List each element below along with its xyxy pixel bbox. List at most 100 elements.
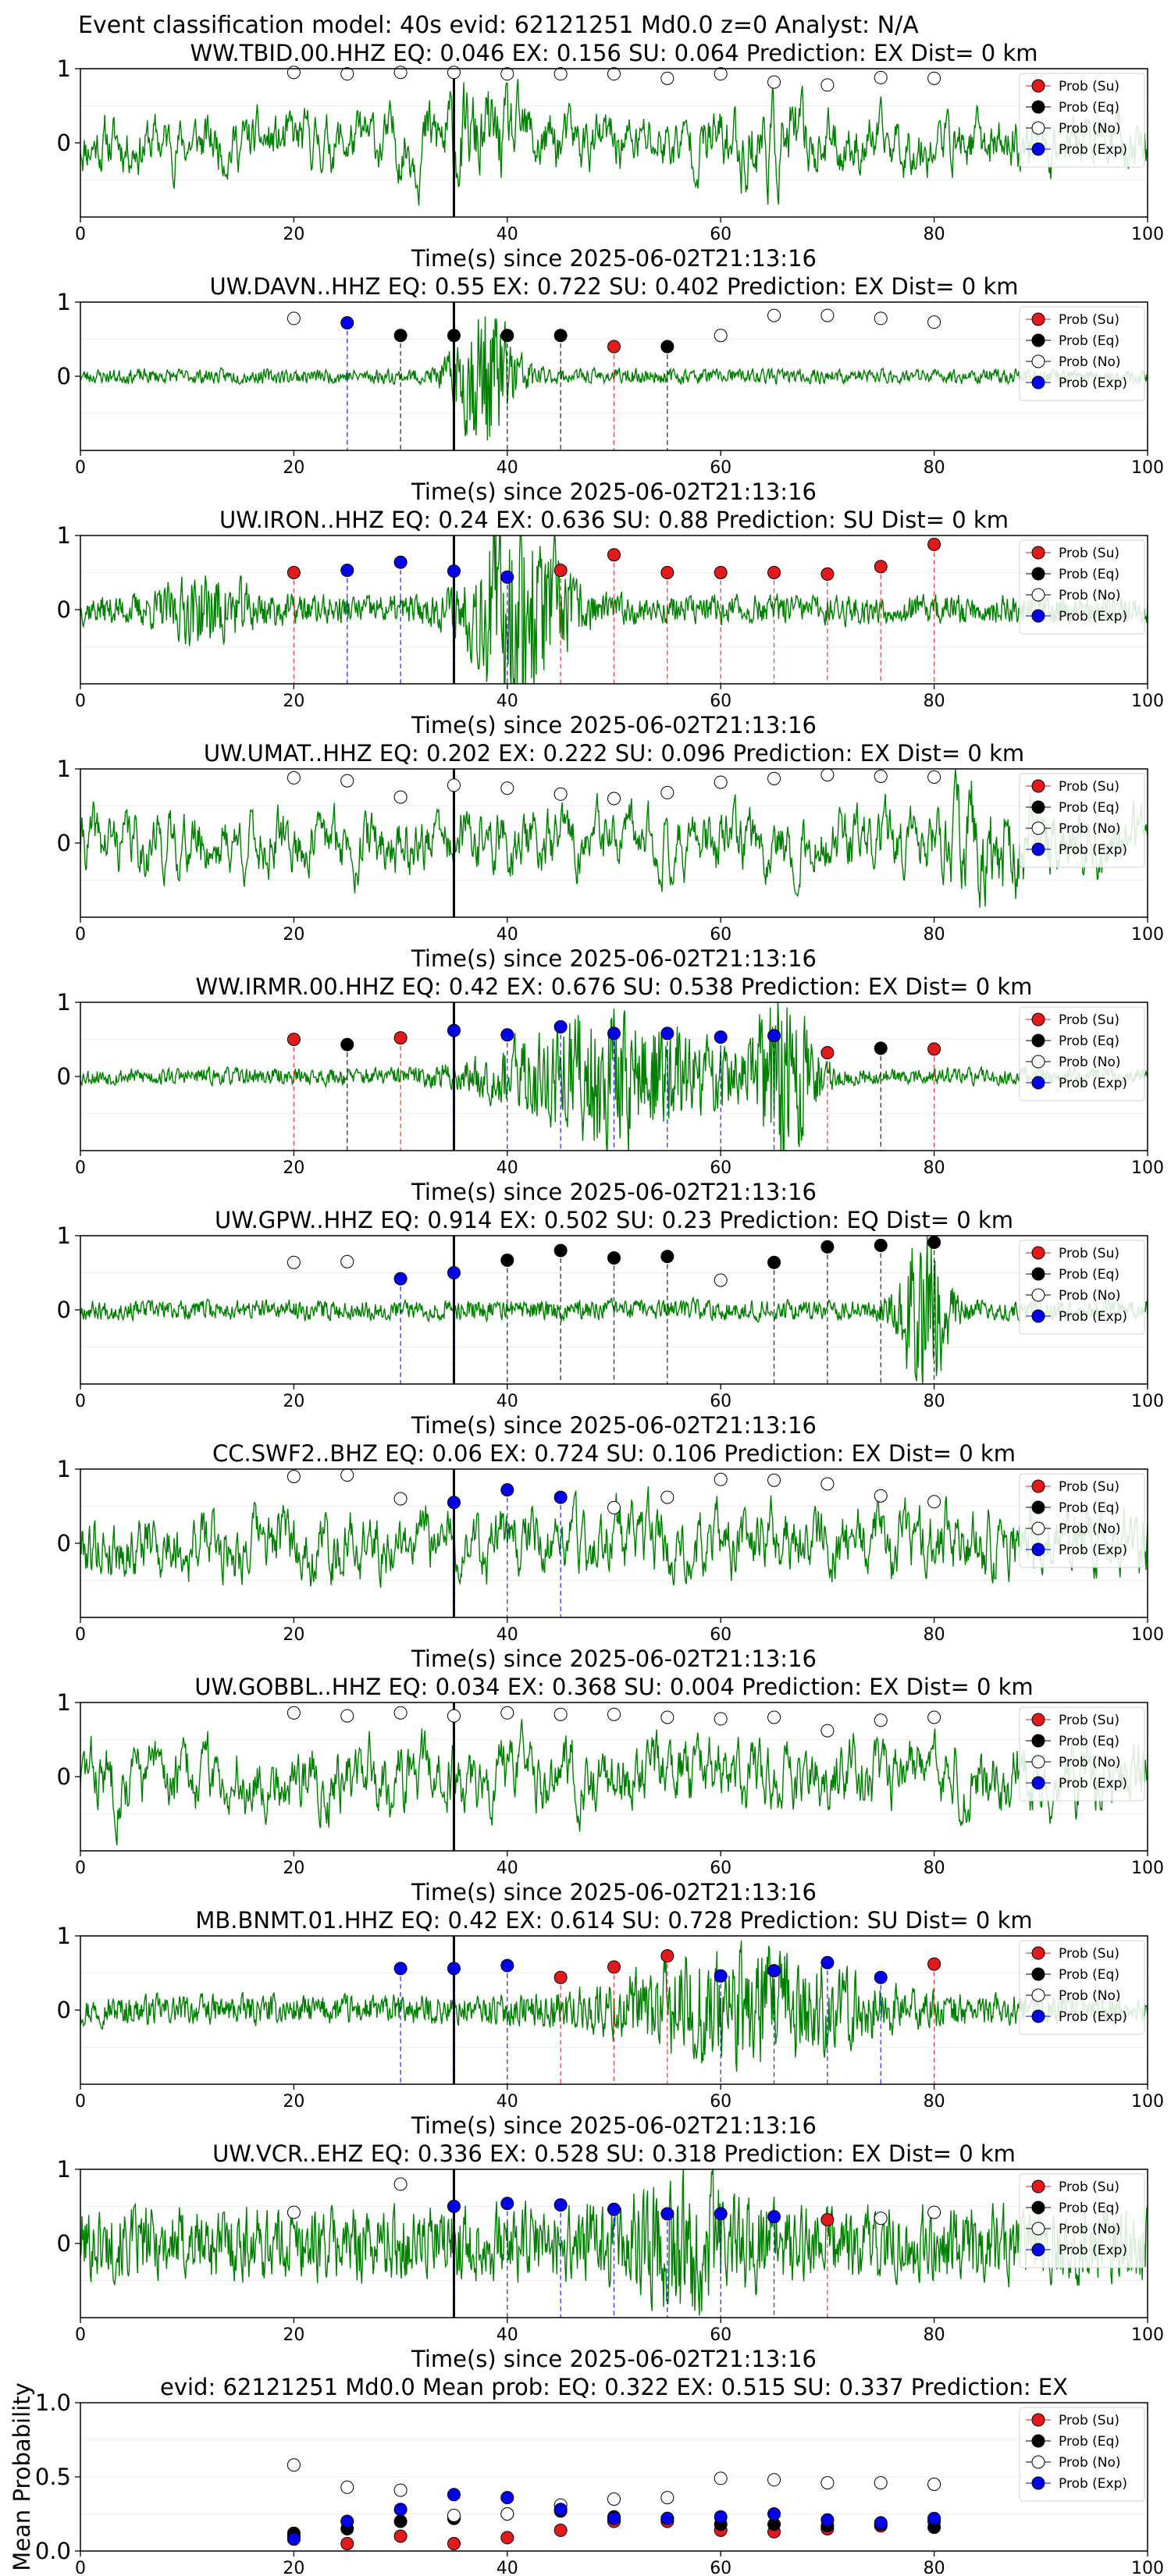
legend-label-eq: Prob (Eq) [1059, 333, 1119, 349]
mean-point-exp [820, 2513, 835, 2527]
prob-point-no [447, 66, 461, 80]
legend-label-exp: Prob (Exp) [1059, 2476, 1127, 2492]
panel-2: UW.IRON..HHZ EQ: 0.24 EX: 0.636 SU: 0.88… [57, 507, 1164, 738]
panel-4: WW.IRMR.00.HHZ EQ: 0.42 EX: 0.676 SU: 0.… [57, 973, 1164, 1205]
prob-point-no [927, 2205, 941, 2219]
prob-point-no [820, 308, 835, 322]
legend-label-su: Prob (Su) [1059, 2413, 1119, 2428]
panel-title: UW.UMAT..HHZ EQ: 0.202 EX: 0.222 SU: 0.0… [204, 740, 1024, 767]
x-tick-label: 60 [710, 1625, 731, 1645]
legend-marker-su [1031, 1479, 1045, 1493]
x-tick-label: 80 [924, 1625, 945, 1645]
x-tick-label: 80 [924, 2092, 945, 2112]
legend-marker-no [1031, 1988, 1045, 2002]
mean-point-no [660, 2491, 674, 2505]
legend-marker-exp [1031, 2476, 1045, 2490]
x-tick-label: 40 [497, 692, 518, 711]
x-tick-label: 60 [710, 925, 731, 945]
prob-point-eq [874, 1041, 888, 1055]
x-tick-label: 0 [75, 458, 86, 478]
y-tick-label: 0 [57, 2230, 71, 2257]
legend-label-no: Prob (No) [1059, 354, 1121, 370]
mean-point-exp [553, 2503, 568, 2517]
legend-box [1019, 539, 1145, 635]
legend-marker-su [1031, 1246, 1045, 1260]
panel-title: UW.GOBBL..HHZ EQ: 0.034 EX: 0.368 SU: 0.… [194, 1674, 1033, 1700]
prob-point-su [927, 1042, 941, 1056]
y-tick-label: 0 [57, 596, 71, 623]
prob-point-eq [820, 1240, 835, 1254]
prob-point-no [714, 329, 728, 343]
legend-marker-exp [1031, 1076, 1045, 1090]
x-tick-label: 60 [710, 1859, 731, 1878]
legend-box [1019, 2407, 1145, 2502]
legend-marker-exp [1031, 142, 1045, 156]
legend-label-exp: Prob (Exp) [1059, 609, 1127, 624]
prob-point-no [714, 1273, 728, 1287]
panel-title: evid: 62121251 Md0.0 Mean prob: EQ: 0.32… [160, 2374, 1068, 2400]
x-tick-label: 40 [497, 2092, 518, 2112]
prob-point-no [874, 311, 888, 326]
legend-marker-su [1031, 779, 1045, 793]
mean-point-no [340, 2480, 354, 2494]
x-tick-label: 80 [924, 2559, 945, 2576]
mean-point-exp [340, 2514, 354, 2528]
legend-label-su: Prob (Su) [1059, 1713, 1119, 1728]
legend-label-eq: Prob (Eq) [1059, 1500, 1119, 1516]
prob-point-no [340, 67, 354, 81]
legend-marker-exp [1031, 2243, 1045, 2257]
prob-point-no [287, 770, 301, 785]
prob-point-no [447, 778, 461, 792]
x-axis-label: Time(s) since 2025-06-02T21:13:16 [411, 945, 817, 972]
legend-label-eq: Prob (Eq) [1059, 100, 1119, 116]
prob-point-exp [447, 2200, 461, 2213]
legend-label-no: Prob (No) [1059, 821, 1121, 837]
prob-point-no [660, 1490, 674, 1504]
prob-point-no [553, 1707, 568, 1721]
prob-point-no [500, 67, 514, 81]
legend-label-eq: Prob (Eq) [1059, 1267, 1119, 1283]
legend-marker-eq [1031, 1734, 1045, 1748]
mean-point-no [820, 2476, 835, 2490]
y-tick-label: 0 [57, 1530, 71, 1557]
prob-point-no [340, 1709, 354, 1723]
mean-point-no [927, 2478, 941, 2491]
legend-marker-no [1031, 1055, 1045, 1069]
prob-point-no [660, 785, 674, 799]
prob-point-su [287, 566, 301, 579]
legend-label-eq: Prob (Eq) [1059, 2434, 1119, 2450]
x-tick-label: 0 [75, 1158, 86, 1178]
axes-frame [80, 1702, 1148, 1852]
x-axis-label: Time(s) since 2025-06-02T21:13:16 [411, 1879, 817, 1905]
panel-title: WW.TBID.00.HHZ EQ: 0.046 EX: 0.156 SU: 0… [190, 40, 1038, 66]
panel-10: evid: 62121251 Md0.0 Mean prob: EQ: 0.32… [9, 2374, 1164, 2576]
prob-point-su [660, 1949, 674, 1963]
legend-marker-no [1031, 1521, 1045, 1535]
mean-point-su [500, 2531, 514, 2545]
legend-marker-no [1031, 1288, 1045, 1302]
x-tick-label: 0 [75, 1859, 86, 1878]
x-tick-label: 100 [1131, 1859, 1164, 1878]
y-tick-label: 1 [57, 1456, 71, 1482]
x-tick-label: 100 [1131, 2559, 1164, 2576]
axes-frame [80, 1468, 1148, 1618]
mean-point-exp [607, 2511, 621, 2525]
y-tick-label: 1 [57, 1222, 71, 1249]
prob-point-no [553, 67, 568, 81]
y-tick-label: 0 [57, 1763, 71, 1790]
prob-point-no [500, 1706, 514, 1720]
legend-label-exp: Prob (Exp) [1059, 1776, 1127, 1791]
prob-point-su [553, 1970, 568, 1984]
mean-point-exp [500, 2491, 514, 2505]
prob-point-eq [874, 1238, 888, 1252]
prob-point-su [714, 566, 728, 579]
prob-point-su [553, 564, 568, 578]
prob-point-no [820, 1724, 835, 1738]
legend-label-no: Prob (No) [1059, 588, 1121, 603]
prob-point-su [820, 1046, 835, 1060]
x-tick-label: 0 [75, 2092, 86, 2112]
legend-label-no: Prob (No) [1059, 1988, 1121, 2004]
prob-point-no [340, 1468, 354, 1482]
legend-label-exp: Prob (Exp) [1059, 1542, 1127, 1558]
prob-point-exp [553, 1490, 568, 1504]
